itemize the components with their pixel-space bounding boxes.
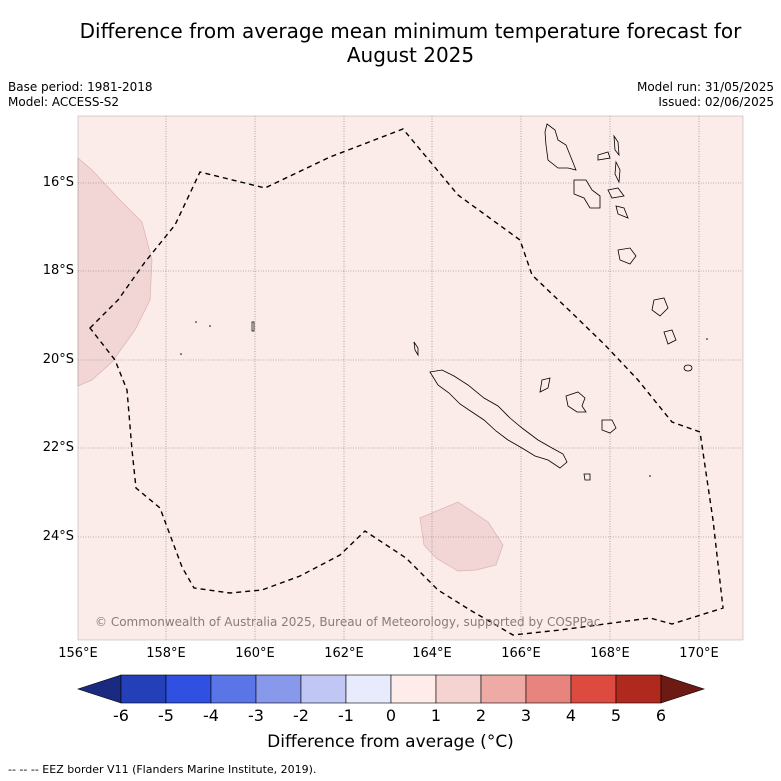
lifou-island: [565, 391, 587, 413]
anomaly-patch-west: [77, 157, 153, 387]
erromango-island: [651, 297, 669, 317]
colorbar-tick-label: 0: [385, 706, 397, 725]
lon-label-156e: 156°E: [58, 646, 98, 661]
pentecost-island: [614, 160, 621, 184]
model-name: Model: ACCESS-S2: [8, 95, 120, 109]
lon-label-164e: 164°E: [412, 646, 452, 661]
lat-label-22s: 22°S: [42, 440, 74, 455]
colorbar-tick-label: 4: [565, 706, 577, 725]
colorbar-bin: [525, 674, 572, 704]
lat-label-20s: 20°S: [42, 352, 74, 367]
lon-label-170e: 170°E: [679, 646, 719, 661]
colorbar-extend-low: [77, 674, 122, 704]
aneityum-island: [683, 364, 693, 372]
ouvea-island: [539, 377, 551, 393]
small-islet: [180, 353, 182, 355]
colorbar-bin: [480, 674, 527, 704]
meta-right: Model run: 31/05/2025 Issued: 02/06/2025: [637, 80, 774, 110]
title-line-1: Difference from average mean minimum tem…: [79, 19, 742, 43]
colorbar-tick-label: 6: [655, 706, 667, 725]
lon-label-168e: 168°E: [590, 646, 630, 661]
small-islet: [195, 321, 197, 323]
colorbar-title-unit: °C): [486, 732, 514, 752]
colorbar-bin: [255, 674, 302, 704]
small-islet: [649, 475, 651, 477]
tanna-island: [663, 329, 677, 345]
malekula-island: [573, 179, 601, 209]
espiritu-santo-island: [544, 123, 577, 171]
lon-label-158e: 158°E: [146, 646, 186, 661]
belep-island: [413, 341, 419, 357]
map-title: Difference from average mean minimum tem…: [40, 19, 781, 67]
colorbar-bin: [210, 674, 257, 704]
chesterfield-reef: [251, 321, 255, 332]
lat-label-16s: 16°S: [42, 175, 74, 190]
colorbar-bin: [390, 674, 437, 704]
base-period: Base period: 1981-2018: [8, 80, 153, 94]
ambae-island: [597, 151, 611, 161]
colorbar-tick-label: -6: [113, 706, 129, 725]
meta-left: Base period: 1981-2018 Model: ACCESS-S2: [8, 80, 153, 110]
colorbar-tick-label: -1: [338, 706, 354, 725]
colorbar-bin: [435, 674, 482, 704]
colorbar-tick-label: 5: [610, 706, 622, 725]
lon-label-160e: 160°E: [235, 646, 275, 661]
epi-island: [615, 205, 629, 219]
maewo-island: [613, 134, 620, 157]
issued-date: Issued: 02/06/2025: [658, 95, 774, 109]
colorbar-tick-label: -2: [293, 706, 309, 725]
colorbar-bin: [615, 674, 662, 704]
colorbar-bin: [120, 674, 167, 704]
model-run: Model run: 31/05/2025: [636, 80, 774, 94]
colorbar-bin: [165, 674, 212, 704]
mare-island: [601, 419, 617, 434]
colorbar: [77, 674, 705, 704]
colorbar-bin: [570, 674, 617, 704]
new-caledonia-island: [429, 369, 568, 469]
lon-label-162e: 162°E: [324, 646, 364, 661]
gridlines: [78, 116, 743, 640]
colorbar-tick-label: -3: [248, 706, 264, 725]
copyright-notice: © Commonwealth of Australia 2025, Bureau…: [95, 615, 601, 629]
map-background: [78, 116, 743, 640]
colorbar-tick-label: 1: [430, 706, 442, 725]
efate-island: [617, 247, 637, 265]
colorbar-tick-label: -5: [158, 706, 174, 725]
title-line-2: August 2025: [346, 43, 475, 67]
small-islet: [209, 325, 211, 327]
colorbar-bin: [345, 674, 392, 704]
lat-label-18s: 18°S: [42, 263, 74, 278]
ambrym-island: [607, 187, 625, 199]
small-islet: [706, 338, 708, 340]
lon-label-166e: 166°E: [501, 646, 541, 661]
eez-border: [89, 128, 724, 636]
lat-label-24s: 24°S: [42, 529, 74, 544]
colorbar-tick-label: -4: [203, 706, 219, 725]
map-frame: [77, 115, 744, 641]
eez-footnote: -- -- -- EEZ border V11 (Flanders Marine…: [8, 763, 317, 776]
colorbar-tick-label: 2: [475, 706, 487, 725]
anomaly-patch-south: [419, 501, 504, 572]
isle-of-pines: [583, 473, 591, 481]
colorbar-extend-high: [660, 674, 705, 704]
colorbar-title-text: Difference from average (: [267, 732, 487, 752]
colorbar-title: Difference from average (°C): [0, 732, 781, 752]
colorbar-tick-label: 3: [520, 706, 532, 725]
colorbar-bin: [300, 674, 347, 704]
